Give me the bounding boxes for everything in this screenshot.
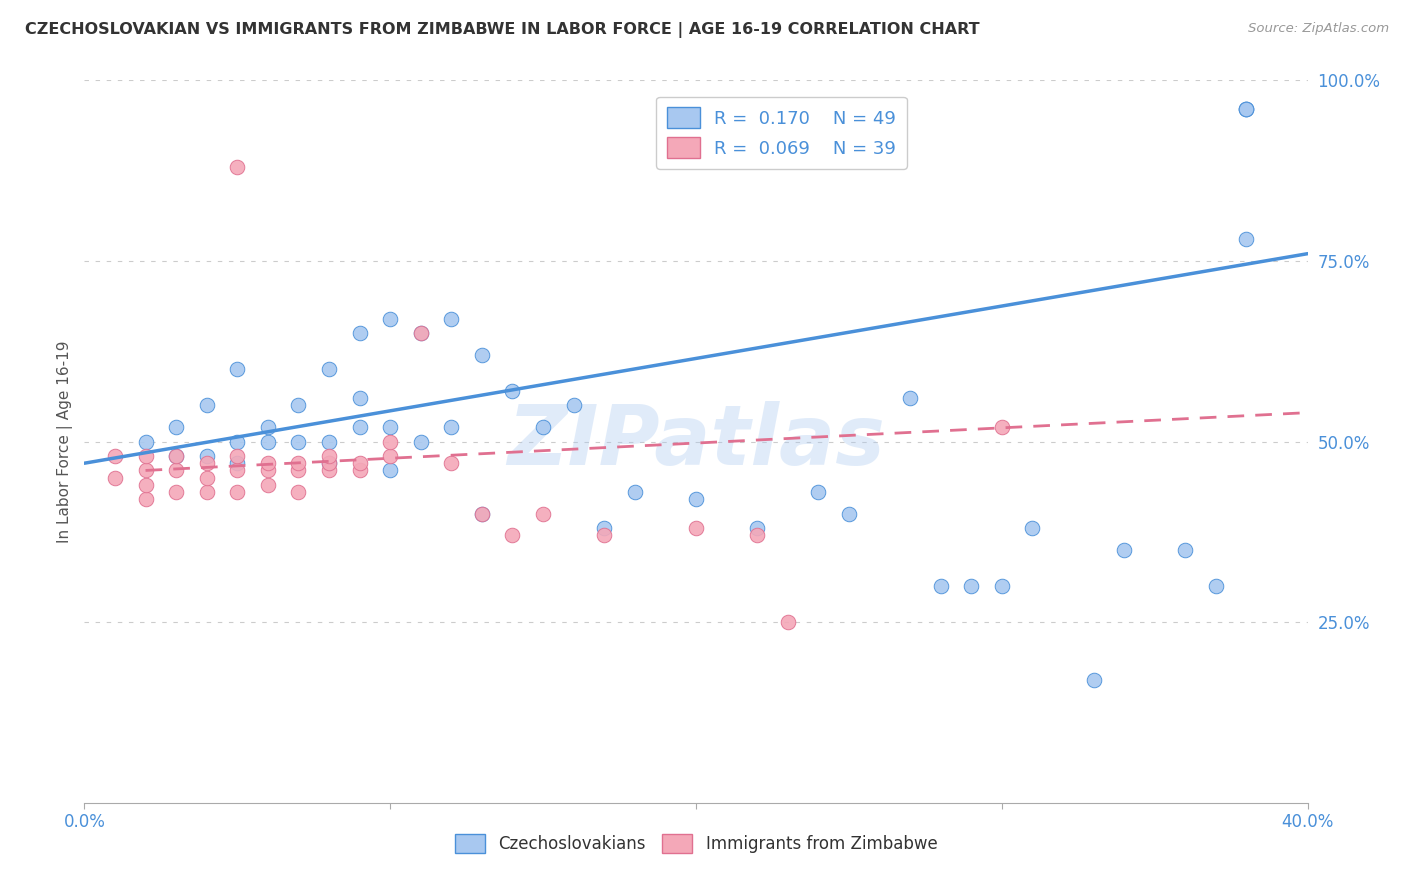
Point <box>318 456 340 470</box>
Point <box>502 528 524 542</box>
Point <box>165 485 187 500</box>
Point <box>1021 521 1043 535</box>
Point <box>1205 579 1227 593</box>
Point <box>318 449 340 463</box>
Point <box>165 449 187 463</box>
Point <box>257 434 280 449</box>
Point <box>685 521 707 535</box>
Point <box>104 449 127 463</box>
Point <box>960 579 983 593</box>
Point <box>318 434 340 449</box>
Point <box>257 463 280 477</box>
Point <box>135 463 157 477</box>
Point <box>624 485 647 500</box>
Point <box>471 507 494 521</box>
Point <box>409 434 432 449</box>
Point <box>349 420 371 434</box>
Point <box>1236 102 1258 116</box>
Point <box>531 420 554 434</box>
Point <box>135 478 157 492</box>
Point <box>135 492 157 507</box>
Point <box>409 326 432 340</box>
Point <box>318 362 340 376</box>
Point <box>776 615 799 630</box>
Point <box>1236 102 1258 116</box>
Point <box>531 507 554 521</box>
Point <box>380 311 402 326</box>
Point <box>349 456 371 470</box>
Point <box>409 326 432 340</box>
Point <box>226 485 249 500</box>
Point <box>226 449 249 463</box>
Point <box>991 420 1014 434</box>
Point <box>349 326 371 340</box>
Point <box>104 470 127 484</box>
Point <box>165 449 187 463</box>
Point <box>929 579 952 593</box>
Text: ZIPatlas: ZIPatlas <box>508 401 884 482</box>
Point <box>287 398 309 412</box>
Point <box>135 449 157 463</box>
Point <box>1236 232 1258 246</box>
Point <box>165 420 187 434</box>
Text: Source: ZipAtlas.com: Source: ZipAtlas.com <box>1249 22 1389 36</box>
Point <box>562 398 585 412</box>
Point <box>195 398 218 412</box>
Point <box>318 456 340 470</box>
Point <box>318 463 340 477</box>
Point <box>257 456 280 470</box>
Point <box>195 456 218 470</box>
Point <box>471 507 494 521</box>
Point <box>593 528 616 542</box>
Point <box>226 456 249 470</box>
Point <box>747 528 769 542</box>
Point <box>226 463 249 477</box>
Point <box>593 521 616 535</box>
Point <box>380 463 402 477</box>
Point <box>195 470 218 484</box>
Point <box>440 311 463 326</box>
Point <box>195 449 218 463</box>
Point <box>287 434 309 449</box>
Point <box>838 507 860 521</box>
Point <box>991 579 1014 593</box>
Legend: Czechoslovakians, Immigrants from Zimbabwe: Czechoslovakians, Immigrants from Zimbab… <box>449 827 943 860</box>
Point <box>502 384 524 398</box>
Point <box>440 420 463 434</box>
Point <box>135 434 157 449</box>
Point <box>440 456 463 470</box>
Point <box>287 485 309 500</box>
Point <box>226 160 249 174</box>
Point <box>257 420 280 434</box>
Point <box>685 492 707 507</box>
Point <box>1114 542 1136 557</box>
Text: CZECHOSLOVAKIAN VS IMMIGRANTS FROM ZIMBABWE IN LABOR FORCE | AGE 16-19 CORRELATI: CZECHOSLOVAKIAN VS IMMIGRANTS FROM ZIMBA… <box>25 22 980 38</box>
Point <box>195 485 218 500</box>
Point <box>165 463 187 477</box>
Point <box>1174 542 1197 557</box>
Point <box>807 485 830 500</box>
Point <box>226 434 249 449</box>
Point <box>380 420 402 434</box>
Point <box>380 434 402 449</box>
Point <box>747 521 769 535</box>
Point <box>287 463 309 477</box>
Point <box>287 456 309 470</box>
Point <box>257 478 280 492</box>
Point <box>471 348 494 362</box>
Point <box>349 463 371 477</box>
Point <box>349 391 371 405</box>
Point <box>1083 673 1105 687</box>
Point <box>1236 102 1258 116</box>
Point <box>380 449 402 463</box>
Y-axis label: In Labor Force | Age 16-19: In Labor Force | Age 16-19 <box>58 340 73 543</box>
Point <box>226 362 249 376</box>
Point <box>898 391 921 405</box>
